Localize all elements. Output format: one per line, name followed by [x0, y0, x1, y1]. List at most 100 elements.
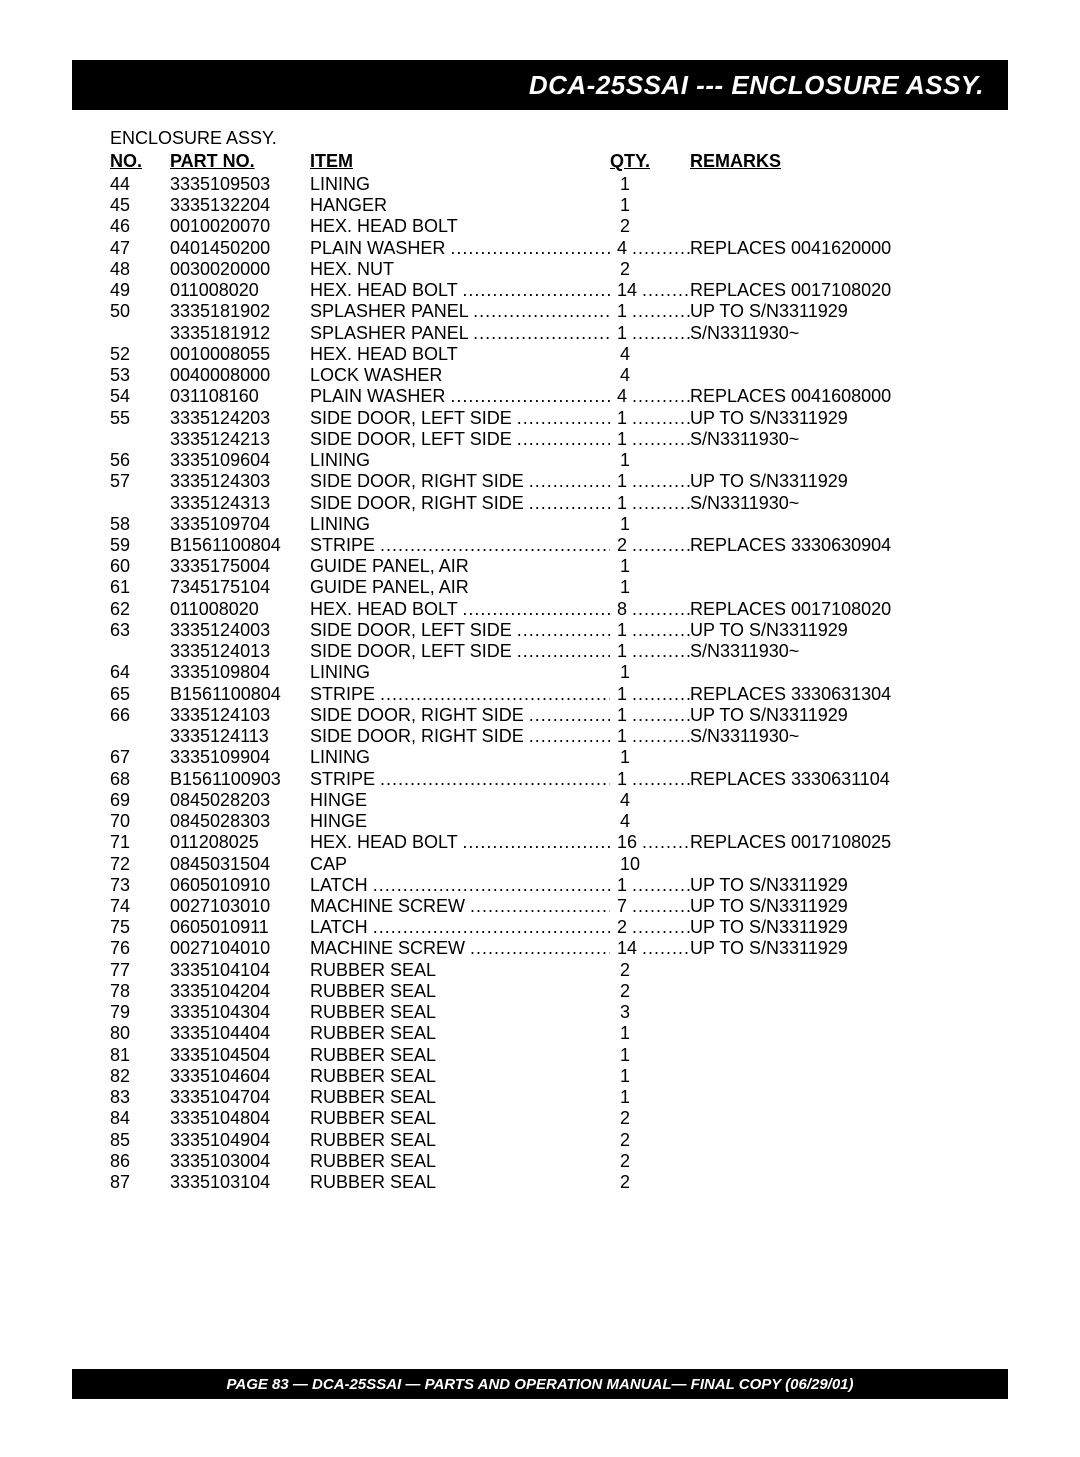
cell-remarks: REPLACES 3330631304: [690, 684, 1008, 705]
cell-no: 64: [110, 662, 170, 683]
cell-item: LINING: [310, 514, 610, 535]
cell-no: [110, 641, 170, 662]
table-row: 633335124003SIDE DOOR, LEFT SIDE 1 UP TO…: [110, 620, 1008, 641]
cell-no: 65: [110, 684, 170, 705]
cell-part: 3335109604: [170, 450, 310, 471]
table-row: 59B1561100804STRIPE 2 REPLACES 333063090…: [110, 535, 1008, 556]
cell-remarks: [690, 344, 1008, 365]
table-row: 773335104104RUBBER SEAL2: [110, 960, 1008, 981]
cell-qty: 4: [610, 811, 690, 832]
cell-part: 3335124203: [170, 408, 310, 429]
cell-part: 011008020: [170, 280, 310, 301]
cell-part: 3335109704: [170, 514, 310, 535]
cell-item: RUBBER SEAL: [310, 1108, 610, 1129]
cell-remarks: UP TO S/N3311929: [690, 620, 1008, 641]
cell-no: 61: [110, 577, 170, 598]
cell-part: 3335109503: [170, 174, 310, 195]
cell-remarks: [690, 365, 1008, 386]
cell-remarks: REPLACES 0017108020: [690, 599, 1008, 620]
cell-remarks: [690, 854, 1008, 875]
cell-remarks: [690, 514, 1008, 535]
cell-item: PLAIN WASHER: [310, 386, 610, 407]
table-row: 3335181912SPLASHER PANEL 1 S/N3311930~: [110, 323, 1008, 344]
table-row: 803335104404RUBBER SEAL1: [110, 1023, 1008, 1044]
cell-item: HEX. NUT: [310, 259, 610, 280]
cell-qty: 1: [610, 301, 690, 322]
cell-item: RUBBER SEAL: [310, 1066, 610, 1087]
cell-item: LATCH: [310, 875, 610, 896]
cell-part: B1561100804: [170, 535, 310, 556]
cell-no: 76: [110, 938, 170, 959]
cell-item: RUBBER SEAL: [310, 1151, 610, 1172]
cell-remarks: [690, 662, 1008, 683]
cell-item: STRIPE: [310, 769, 610, 790]
cell-item: MACHINE SCREW: [310, 938, 610, 959]
cell-no: 53: [110, 365, 170, 386]
cell-remarks: UP TO S/N3311929: [690, 408, 1008, 429]
footer-text: PAGE 83 — DCA-25SSAI — PARTS AND OPERATI…: [226, 1376, 853, 1393]
table-row: 643335109804LINING1: [110, 662, 1008, 683]
cell-no: 77: [110, 960, 170, 981]
cell-part: 3335124313: [170, 493, 310, 514]
table-row: 760027104010MACHINE SCREW 14 UP TO S/N33…: [110, 938, 1008, 959]
cell-qty: 1: [610, 747, 690, 768]
cell-qty: 1: [610, 577, 690, 598]
cell-part: 3335124003: [170, 620, 310, 641]
cell-part: 3335104404: [170, 1023, 310, 1044]
cell-item: PLAIN WASHER: [310, 238, 610, 259]
cell-item: LINING: [310, 662, 610, 683]
cell-no: [110, 493, 170, 514]
cell-remarks: [690, 1172, 1008, 1193]
cell-no: 44: [110, 174, 170, 195]
cell-no: 68: [110, 769, 170, 790]
cell-qty: 1: [610, 620, 690, 641]
cell-remarks: [690, 790, 1008, 811]
table-row: 843335104804RUBBER SEAL2: [110, 1108, 1008, 1129]
table-row: 813335104504RUBBER SEAL1: [110, 1045, 1008, 1066]
cell-no: 58: [110, 514, 170, 535]
cell-part: 0010020070: [170, 216, 310, 237]
cell-qty: 1: [610, 514, 690, 535]
table-row: 3335124313SIDE DOOR, RIGHT SIDE 1 S/N331…: [110, 493, 1008, 514]
cell-no: 74: [110, 896, 170, 917]
cell-no: 67: [110, 747, 170, 768]
cell-qty: 4: [610, 344, 690, 365]
cell-qty: 1: [610, 662, 690, 683]
cell-part: 0605010911: [170, 917, 310, 938]
cell-item: RUBBER SEAL: [310, 1023, 610, 1044]
table-row: 583335109704LINING1: [110, 514, 1008, 535]
page-title: DCA-25SSAI --- ENCLOSURE ASSY.: [529, 70, 984, 101]
header-part: PART NO.: [170, 151, 310, 172]
cell-qty: 3: [610, 1002, 690, 1023]
cell-no: 73: [110, 875, 170, 896]
cell-remarks: REPLACES 0041608000: [690, 386, 1008, 407]
cell-item: SIDE DOOR, RIGHT SIDE: [310, 493, 610, 514]
table-row: 563335109604LINING1: [110, 450, 1008, 471]
cell-remarks: [690, 960, 1008, 981]
cell-part: 0027103010: [170, 896, 310, 917]
cell-no: 87: [110, 1172, 170, 1193]
cell-remarks: UP TO S/N3311929: [690, 875, 1008, 896]
cell-item: RUBBER SEAL: [310, 1002, 610, 1023]
table-row: 700845028303HINGE4: [110, 811, 1008, 832]
cell-part: 3335104704: [170, 1087, 310, 1108]
cell-qty: 2: [610, 960, 690, 981]
cell-part: 3335124213: [170, 429, 310, 450]
cell-part: 3335104804: [170, 1108, 310, 1129]
cell-no: 63: [110, 620, 170, 641]
cell-no: 59: [110, 535, 170, 556]
table-row: 503335181902SPLASHER PANEL 1 UP TO S/N33…: [110, 301, 1008, 322]
section-title: ENCLOSURE ASSY.: [110, 128, 1008, 149]
cell-qty: 2: [610, 1108, 690, 1129]
cell-item: HEX. HEAD BOLT: [310, 216, 610, 237]
cell-remarks: [690, 577, 1008, 598]
cell-item: RUBBER SEAL: [310, 1130, 610, 1151]
cell-item: SPLASHER PANEL: [310, 301, 610, 322]
cell-qty: 8: [610, 599, 690, 620]
footer-bar: PAGE 83 — DCA-25SSAI — PARTS AND OPERATI…: [72, 1369, 1008, 1399]
table-row: 530040008000LOCK WASHER4: [110, 365, 1008, 386]
cell-no: 66: [110, 705, 170, 726]
cell-qty: 2: [610, 1130, 690, 1151]
cell-item: LINING: [310, 747, 610, 768]
cell-qty: 1: [610, 429, 690, 450]
